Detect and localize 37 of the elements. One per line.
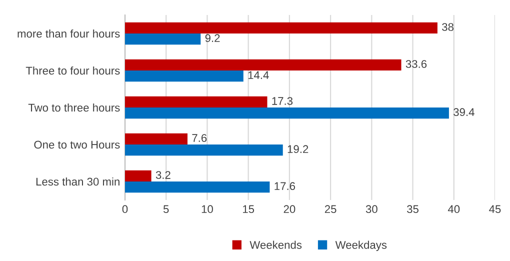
x-tick-label: 40 xyxy=(448,205,460,214)
bar xyxy=(125,22,438,34)
data-label: 39.4 xyxy=(454,108,474,116)
x-tick-label: 15 xyxy=(243,205,254,214)
x-tick-label: 25 xyxy=(324,205,336,214)
bar xyxy=(125,59,402,70)
legend-label: Weekends xyxy=(250,240,302,249)
bar xyxy=(125,34,201,45)
data-label: 19.2 xyxy=(288,145,308,154)
y-tick-label: Two to three hours xyxy=(28,103,120,112)
x-tick-label: 0 xyxy=(122,205,128,214)
x-tick-label: 35 xyxy=(407,205,418,214)
bar xyxy=(125,144,283,156)
legend-label: Weekdays xyxy=(335,240,387,252)
data-label: 17.3 xyxy=(272,97,293,105)
y-tick-label: more than four hours xyxy=(18,29,120,38)
y-tick-label: Less than 30 min xyxy=(36,177,120,186)
bar xyxy=(125,133,188,144)
data-label: 17.6 xyxy=(274,182,296,190)
bar xyxy=(125,108,449,119)
data-label: 7.6 xyxy=(192,134,207,142)
bar xyxy=(125,182,270,193)
y-tick-label: One to two Hours xyxy=(34,140,120,149)
data-label: 9.2 xyxy=(205,34,220,42)
y-tick-label: Three to four hours xyxy=(26,66,120,75)
data-label: 33.6 xyxy=(406,60,427,68)
x-tick-label: 10 xyxy=(202,205,213,214)
bar xyxy=(125,96,268,108)
x-tick-label: 20 xyxy=(284,205,296,214)
x-tick-label: 30 xyxy=(366,205,378,214)
x-tick-label: 5 xyxy=(163,205,169,214)
data-label: 14.4 xyxy=(248,71,269,79)
bar xyxy=(125,70,244,82)
bar xyxy=(125,170,152,182)
x-tick-label: 45 xyxy=(489,205,501,214)
data-label: 38 xyxy=(442,23,454,31)
data-label: 3.2 xyxy=(156,171,170,179)
